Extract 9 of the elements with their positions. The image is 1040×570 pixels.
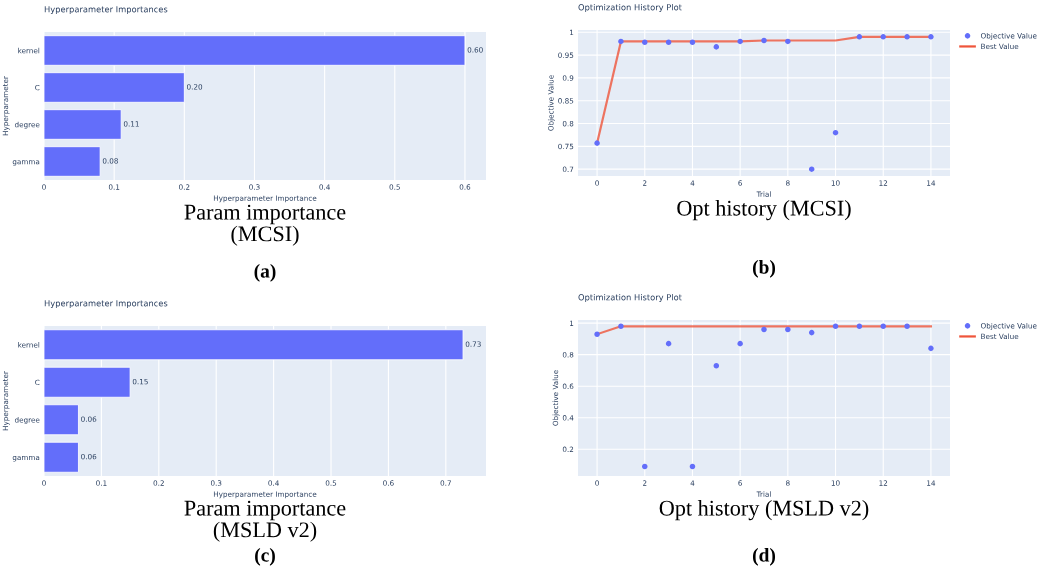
text: (d): [752, 548, 776, 566]
text: Opt history (MSLD v2): [659, 500, 869, 521]
text: (b): [752, 260, 776, 278]
text: Opt history (MCSI): [677, 200, 851, 221]
text: Param importance (MSLD v2): [184, 500, 346, 542]
line-series: [595, 35, 933, 145]
text: Param importance (MCSI): [184, 204, 346, 246]
text: (a): [254, 264, 276, 282]
text: (c): [255, 548, 275, 566]
